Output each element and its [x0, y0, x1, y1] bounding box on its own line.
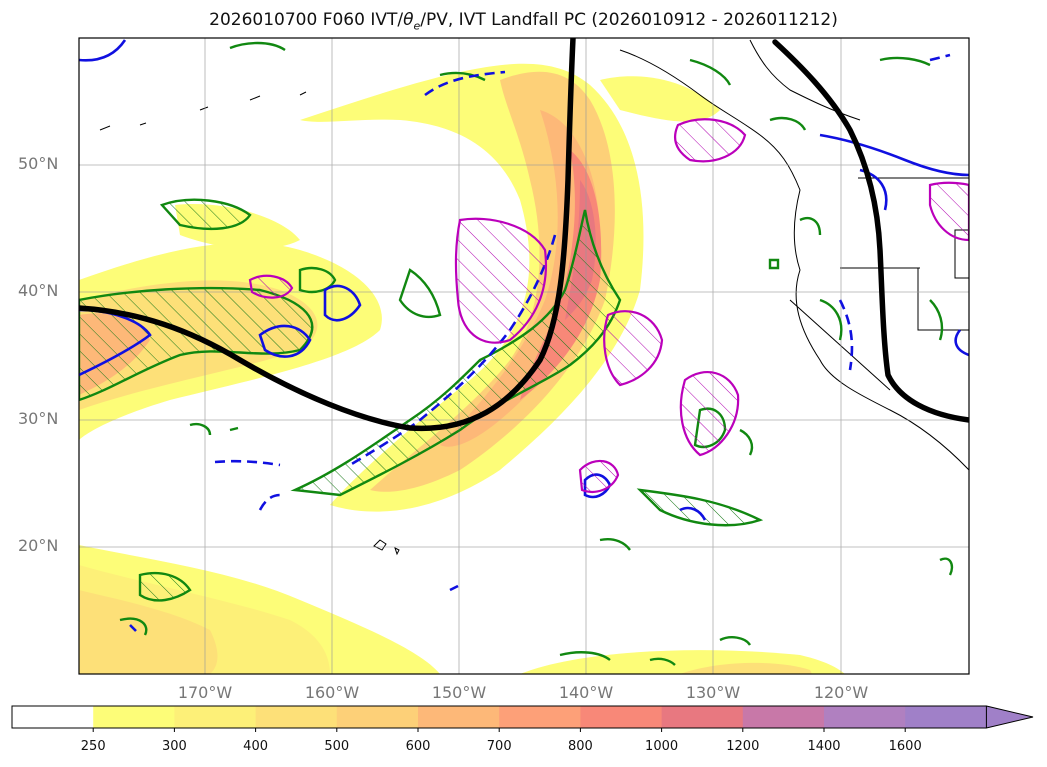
- colorbar-tick-label: 400: [243, 739, 269, 754]
- ivt-shading: [79, 63, 845, 674]
- lat-label-50n: 50°N: [18, 154, 59, 173]
- title-prefix: 2026010700 F060 IVT/: [209, 10, 404, 30]
- colorbar-tick-label: 500: [324, 739, 350, 754]
- colorbar-segment: [905, 706, 987, 728]
- colorbar-segment: [418, 706, 500, 728]
- colorbar-segment: [661, 706, 744, 728]
- lat-label-20n: 20°N: [18, 536, 59, 555]
- colorbar-tick-label: 700: [486, 739, 512, 754]
- colorbar-tick-label: 800: [567, 739, 593, 754]
- colorbar-tick-label: 300: [161, 739, 187, 754]
- title-suffix: /PV, IVT Landfall PC (2026010912 - 20260…: [420, 10, 838, 30]
- colorbar-segment: [580, 706, 663, 728]
- colorbar-tick-label: 1600: [888, 739, 922, 754]
- colorbar: [11, 705, 1034, 732]
- colorbar-extend-arrow: [985, 705, 1034, 729]
- colorbar-tick-label: 1400: [807, 739, 841, 754]
- lon-label-140w: 140°W: [558, 683, 614, 702]
- colorbar-segment: [93, 706, 175, 728]
- colorbar-segment: [336, 706, 419, 728]
- colorbar-tick-label: 1200: [726, 739, 760, 754]
- lat-label-40n: 40°N: [18, 281, 59, 300]
- colorbar-tick-label: 1000: [645, 739, 679, 754]
- colorbar-tick-label: 600: [405, 739, 431, 754]
- lon-label-130w: 130°W: [685, 683, 741, 702]
- colorbar-segment: [824, 706, 906, 728]
- landfall-pc-magenta: [248, 118, 969, 493]
- colorbar-segment: [12, 706, 94, 728]
- title-theta-sub: e: [413, 19, 421, 33]
- colorbar-segment: [742, 706, 825, 728]
- black-reference-contour: [79, 38, 969, 432]
- lon-label-160w: 160°W: [304, 683, 360, 702]
- title-theta: θ: [403, 10, 414, 30]
- colorbar-segment: [499, 706, 581, 728]
- lon-label-120w: 120°W: [813, 683, 869, 702]
- lon-label-170w: 170°W: [177, 683, 233, 702]
- lat-label-30n: 30°N: [18, 409, 59, 428]
- figure-title: 2026010700 F060 IVT/θe/PV, IVT Landfall …: [0, 10, 1047, 32]
- colorbar-segment: [255, 706, 338, 728]
- lon-label-150w: 150°W: [431, 683, 487, 702]
- colorbar-tick-label: 250: [80, 739, 106, 754]
- colorbar-segment: [174, 706, 257, 728]
- map-frame: [78, 37, 970, 675]
